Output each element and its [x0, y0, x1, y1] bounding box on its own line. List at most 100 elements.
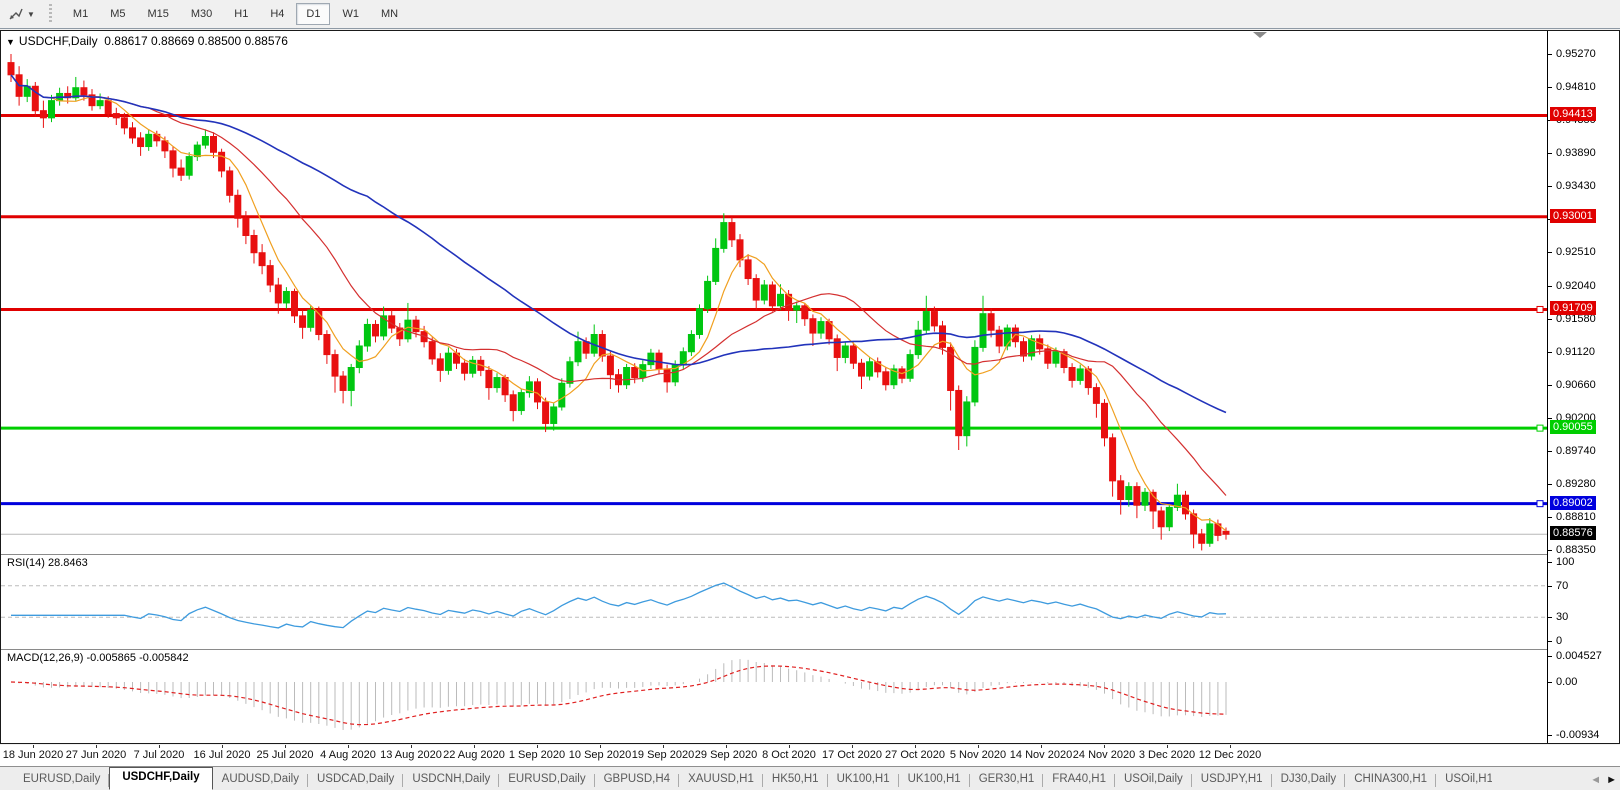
tab-scroll-left-icon[interactable]: ◄	[1590, 774, 1602, 786]
tab-scroll-arrows: ◄ ►	[1590, 774, 1617, 786]
chart-tab-ger30-h1[interactable]: GER30,H1	[970, 769, 1044, 790]
candle-body	[104, 100, 112, 115]
price-chart-canvas[interactable]	[1, 31, 1547, 554]
timeframe-button-H4[interactable]: H4	[270, 8, 285, 20]
candle-body	[331, 354, 339, 377]
macd-tick-label: 0.004527	[1556, 650, 1602, 663]
date-label: 24 Nov 2020	[1072, 749, 1136, 761]
line-drag-handle[interactable]	[1536, 500, 1544, 508]
chart-tab-uk100-h1[interactable]: UK100,H1	[899, 769, 970, 790]
price-tick-mark	[1548, 153, 1552, 154]
date-label: 3 Dec 2020	[1138, 749, 1196, 761]
chevron-down-icon[interactable]: ▼	[27, 9, 35, 19]
chart-tab-usdcnh-daily[interactable]: USDCNH,Daily	[403, 769, 500, 790]
macd-tick-mark	[1548, 682, 1552, 683]
chart-symbol-period: USDCHF,Daily	[18, 34, 98, 48]
tab-separator	[108, 774, 110, 787]
candle-body	[947, 346, 955, 391]
price-axis[interactable]: 0.952700.948100.943500.938900.934300.929…	[1547, 31, 1619, 743]
chart-title: ▼ USDCHF,Daily 0.88617 0.88669 0.88500 0.…	[6, 34, 288, 48]
candle-body	[242, 217, 250, 237]
candle-body	[1141, 491, 1149, 506]
date-tick-mark	[159, 745, 160, 748]
price-tick-label: 0.94810	[1556, 81, 1596, 93]
chart-tab-hk50-h1[interactable]: HK50,H1	[763, 769, 828, 790]
chart-menu-caret-icon[interactable]: ▼	[6, 37, 15, 47]
timeframe-button-MN[interactable]: MN	[380, 8, 399, 20]
tab-separator	[1344, 774, 1346, 787]
chart-tab-usdchf-daily[interactable]: USDCHF,Daily	[109, 767, 213, 790]
date-tick-mark	[222, 745, 223, 748]
tab-separator	[402, 774, 404, 787]
line-drag-handle[interactable]	[1536, 305, 1544, 313]
timeframe-button-M15[interactable]: M15	[147, 8, 169, 20]
chart-tab-eurusd-daily[interactable]: EURUSD,Daily	[14, 769, 110, 790]
chart-tab-gbpusd-h4[interactable]: GBPUSD,H4	[595, 769, 680, 790]
date-tick-mark	[852, 745, 853, 748]
tab-separator	[968, 774, 970, 787]
chart-tab-usdcad-daily[interactable]: USDCAD,Daily	[308, 769, 404, 790]
candle-body	[517, 392, 525, 412]
date-label: 10 Sep 2020	[568, 749, 632, 761]
price-tick-mark	[1548, 384, 1552, 386]
pane-separator[interactable]	[1, 554, 1619, 555]
candle-body	[963, 401, 971, 437]
candle-body	[177, 167, 185, 176]
timeframe-button-D1[interactable]: D1	[296, 3, 331, 25]
timeframe-button-M1[interactable]: M1	[72, 8, 89, 20]
candle-body	[833, 338, 841, 358]
date-label: 5 Nov 2020	[949, 749, 1007, 761]
candle-body	[72, 87, 80, 99]
ohlc-close: 0.88576	[244, 34, 288, 48]
price-tick-mark	[1548, 285, 1552, 287]
scroll-shift-marker-icon[interactable]	[1253, 32, 1267, 38]
candle-body	[1173, 494, 1181, 508]
candle-body	[185, 156, 193, 176]
candle-body	[1117, 480, 1125, 501]
date-tick-mark	[537, 745, 538, 748]
date-axis[interactable]: 18 Jun 2020 27 Jun 2020 7 Jul 2020 16 Jul 2…	[0, 745, 1620, 766]
tab-separator	[498, 774, 500, 787]
macd-canvas[interactable]	[1, 650, 1547, 743]
tab-separator	[1042, 774, 1044, 787]
chart-tab-uk100-h1[interactable]: UK100,H1	[828, 769, 899, 790]
chart-tab-audusd-daily[interactable]: AUDUSD,Daily	[213, 769, 308, 790]
chart-tab-dj30-daily[interactable]: DJ30,Daily	[1272, 769, 1346, 790]
chart-tab-xauusd-h1[interactable]: XAUUSD,H1	[679, 769, 763, 790]
candle-body	[1092, 387, 1100, 404]
date-tick-mark	[978, 745, 979, 748]
chart-window[interactable]: ▼ USDCHF,Daily 0.88617 0.88669 0.88500 0.…	[0, 30, 1620, 744]
chart-tab-eurusd-daily[interactable]: EURUSD,Daily	[499, 769, 595, 790]
price-tick-label: 0.88810	[1556, 511, 1596, 524]
candle-body	[120, 117, 128, 129]
candle-body	[777, 293, 784, 307]
candle-body	[161, 140, 169, 152]
date-tick-mark	[1104, 745, 1105, 748]
candle-body	[793, 305, 801, 311]
candle-body	[129, 127, 136, 139]
candle-body	[914, 329, 922, 356]
date-label: 17 Oct 2020	[822, 749, 882, 761]
chart-tab-china300-h1[interactable]: CHINA300,H1	[1345, 769, 1437, 790]
chart-tab-usoil-h1[interactable]: USOil,H1	[1445, 773, 1493, 785]
date-tick-mark	[96, 745, 97, 748]
timeframe-button-W1[interactable]: W1	[342, 8, 359, 20]
crosshair-tool-button[interactable]: ▼	[4, 3, 39, 25]
timeframe-button-M30[interactable]: M30	[190, 8, 213, 20]
tab-scroll-right-icon[interactable]: ►	[1606, 774, 1617, 786]
pane-separator[interactable]	[1, 649, 1619, 650]
chart-tab-usdjpy-h1[interactable]: USDJPY,H1	[1192, 769, 1272, 790]
timeframe-button-M5[interactable]: M5	[110, 8, 126, 20]
macd-indicator-label: MACD(12,26,9) -0.005865 -0.005842	[7, 652, 189, 664]
chart-tab-fra40-h1[interactable]: FRA40,H1	[1043, 769, 1115, 790]
candle-body	[461, 362, 469, 374]
line-drag-handle[interactable]	[1536, 424, 1544, 432]
price-tick-mark	[1548, 351, 1552, 353]
candle-body	[922, 311, 930, 331]
chart-tab-usoil-daily[interactable]: USOil,Daily	[1115, 769, 1192, 790]
date-label: 4 Aug 2020	[320, 749, 376, 761]
timeframe-button-H1[interactable]: H1	[234, 8, 249, 20]
date-label: 27 Oct 2020	[885, 749, 945, 761]
candle-body	[1198, 533, 1206, 544]
rsi-canvas[interactable]	[1, 555, 1547, 649]
